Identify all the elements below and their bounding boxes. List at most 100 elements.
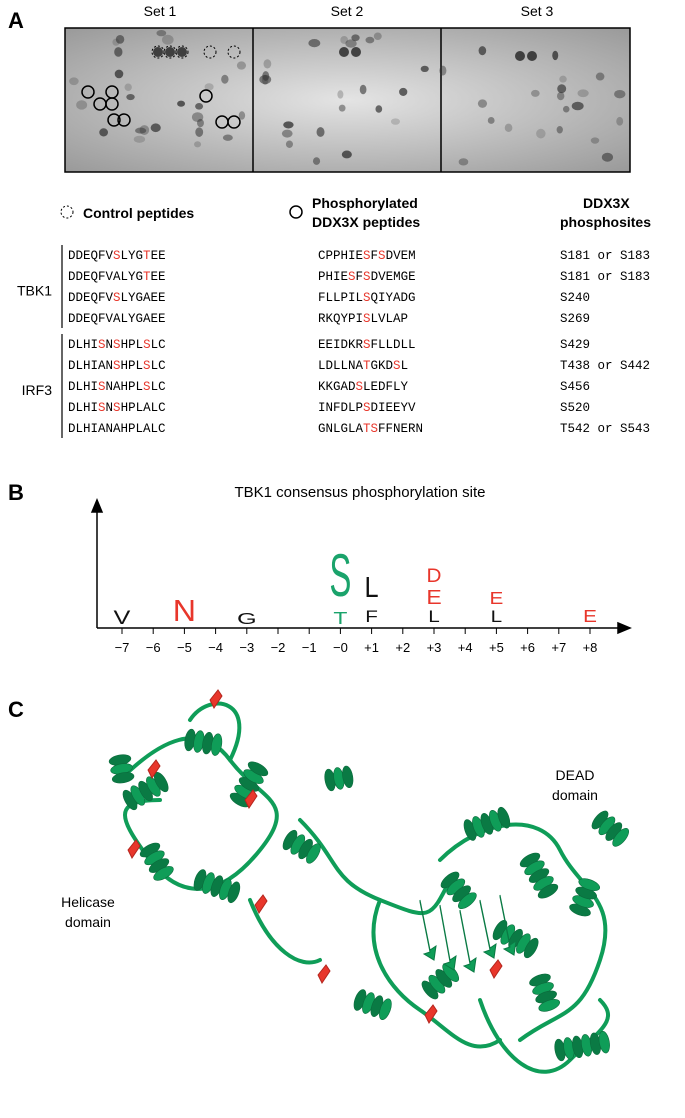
- spot: [556, 91, 565, 101]
- residue: DLHI: [68, 338, 98, 352]
- phosphosite-mark: [244, 789, 258, 809]
- sequence: PHIESFSDVEMGE: [318, 270, 416, 284]
- residue: N: [106, 338, 114, 352]
- helix: [591, 810, 630, 847]
- spot: [536, 128, 546, 139]
- spot: [308, 39, 321, 48]
- logo-letter: E: [426, 585, 441, 608]
- sequence: RKQYPISLVLAP: [318, 312, 408, 326]
- spot: [601, 152, 614, 162]
- helix-turn: [306, 843, 321, 864]
- residue: EE: [151, 249, 166, 263]
- domain-label: domain: [552, 787, 598, 803]
- spot: [340, 35, 349, 44]
- phosphosite-residue: S: [363, 249, 371, 263]
- spot: [238, 111, 246, 120]
- spot: [527, 51, 537, 61]
- spot: [112, 38, 120, 46]
- spot: [263, 59, 272, 69]
- spot: [177, 47, 187, 57]
- residue: EEIDKR: [318, 338, 364, 352]
- residue: LEDFLY: [363, 380, 409, 394]
- residue: FLLPIL: [318, 291, 363, 305]
- residue: LDLLNA: [318, 359, 364, 373]
- control-circle: [175, 45, 189, 59]
- spot: [531, 89, 540, 97]
- position-label: −5: [177, 640, 192, 655]
- helix-turn: [523, 937, 539, 959]
- phosphosite-mark: [127, 839, 141, 859]
- spot: [124, 83, 132, 92]
- strand: [439, 904, 457, 971]
- logo-letter: E: [489, 588, 503, 608]
- protein-structure: [108, 689, 630, 1074]
- phospho-circle: [227, 115, 241, 129]
- helix: [519, 852, 559, 899]
- position-label: +4: [458, 640, 473, 655]
- phosphosite-residue: S: [143, 338, 151, 352]
- residue: LYG: [121, 249, 144, 263]
- residue: LC: [151, 359, 166, 373]
- residue: PHIE: [318, 270, 348, 284]
- helix: [108, 754, 135, 784]
- logo-letter: T: [333, 608, 347, 628]
- sequence: KKGADSLEDFLY: [318, 380, 409, 394]
- spot: [577, 89, 589, 98]
- spot: [156, 29, 167, 37]
- spot: [115, 35, 125, 44]
- spot: [341, 150, 352, 159]
- group-label: IRF3: [22, 382, 53, 398]
- residue: GKD: [371, 359, 394, 373]
- spot: [114, 47, 123, 57]
- position-label: −4: [208, 640, 223, 655]
- sequence: DDEQFVSLYGAEE: [68, 291, 166, 305]
- position-label: −6: [146, 640, 161, 655]
- spot: [161, 34, 174, 45]
- spot: [439, 65, 447, 76]
- spot: [595, 72, 605, 81]
- residue: LC: [151, 338, 166, 352]
- spot: [556, 125, 563, 134]
- legend-text: Phosphorylated: [312, 195, 418, 211]
- residue: DLHIANAHPLALC: [68, 422, 166, 436]
- spot: [458, 158, 469, 166]
- panel-label: A: [8, 8, 24, 33]
- logo-letter: V: [114, 606, 132, 629]
- column-header: DDX3X: [583, 195, 630, 211]
- helix: [193, 869, 241, 904]
- logo-letter: N: [173, 593, 196, 628]
- residue: FLLDLL: [371, 338, 416, 352]
- phosphosite-residue: T: [143, 249, 151, 263]
- helix: [440, 871, 477, 910]
- spot: [614, 89, 626, 99]
- spot: [557, 84, 567, 94]
- position-label: +3: [427, 640, 442, 655]
- position-label: −7: [115, 640, 130, 655]
- sequence: DLHISNSHPLALC: [68, 401, 166, 415]
- residue: DDEQFV: [68, 249, 114, 263]
- sequence: DLHISNSHPLSLC: [68, 338, 166, 352]
- residue: LC: [151, 380, 166, 394]
- residue: DDEQFVALYGAEE: [68, 312, 166, 326]
- helix-turn: [379, 998, 392, 1021]
- helix: [324, 765, 354, 792]
- sequence-logo: −7 −6 −5 −4 −3 −2 −1 −0 +1 +2 +3 +4 +5 +6 +7 +8V N GSTLFD…: [114, 543, 598, 655]
- spot: [221, 74, 229, 84]
- spot: [76, 100, 88, 110]
- coil: [298, 818, 452, 916]
- coil: [118, 736, 279, 891]
- domain-label: domain: [65, 914, 111, 930]
- logo-letter: E: [583, 606, 597, 626]
- strand: [479, 899, 497, 959]
- blot: [64, 27, 631, 173]
- phosphosite-residue: S: [98, 401, 106, 415]
- sequence: DDEQFVSLYGTEE: [68, 249, 166, 263]
- helix-turn: [247, 761, 269, 777]
- helix-turn: [578, 878, 601, 891]
- residue: L: [401, 359, 409, 373]
- logo-letter: G: [237, 611, 257, 628]
- spot: [69, 77, 79, 86]
- sequence: DLHIANSHPLSLC: [68, 359, 166, 373]
- spot: [126, 94, 135, 101]
